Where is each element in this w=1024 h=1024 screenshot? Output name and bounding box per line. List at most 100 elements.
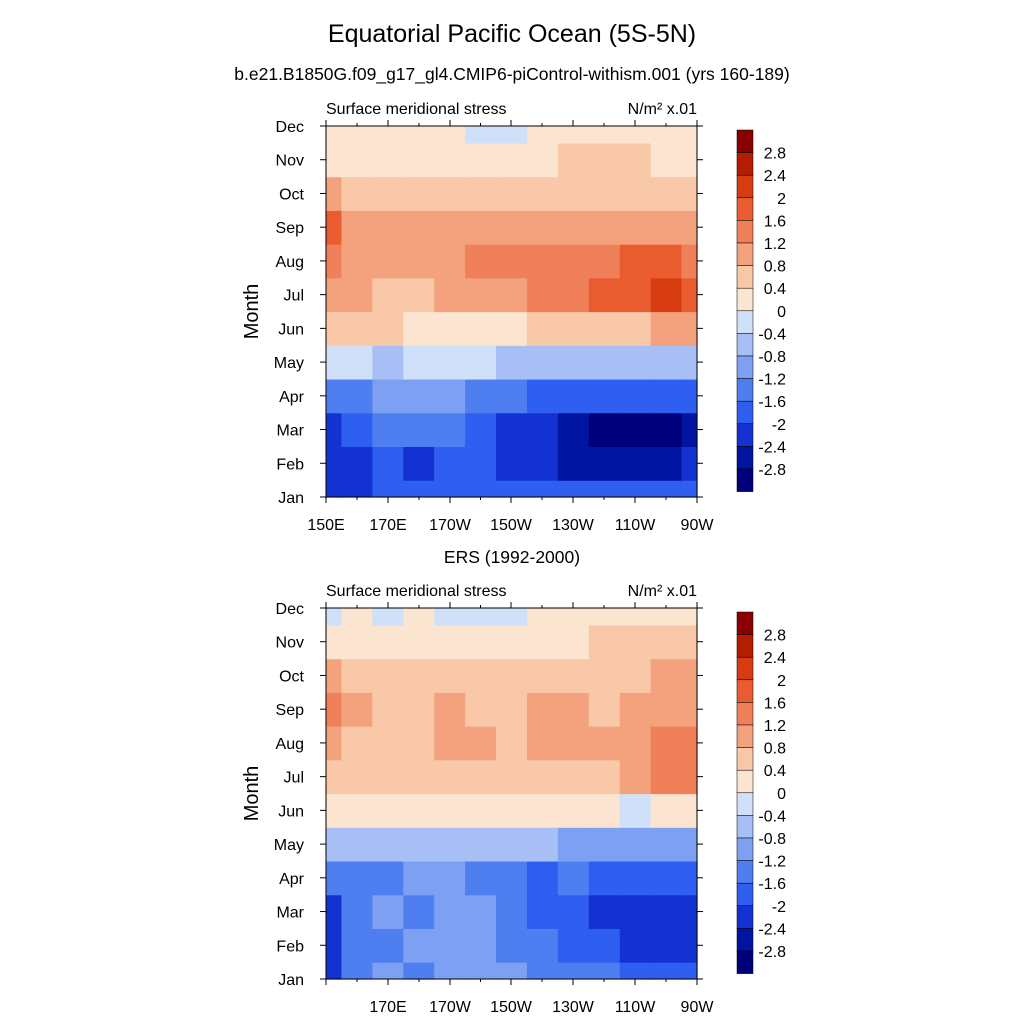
heatmap-cell xyxy=(496,311,528,346)
heatmap-cell xyxy=(326,142,343,178)
heatmap-cell xyxy=(465,658,497,693)
heatmap-cell xyxy=(619,759,652,795)
colorbar-label: -1.2 xyxy=(758,372,786,389)
heatmap-cell xyxy=(588,244,621,279)
colorbar-box xyxy=(736,702,754,726)
heatmap-cell xyxy=(434,412,466,448)
heatmap-cell xyxy=(619,142,652,178)
heatmap-cell xyxy=(341,446,373,481)
heatmap-cell xyxy=(588,962,621,980)
y-tick-label: Apr xyxy=(279,389,305,406)
colorbar-box xyxy=(736,815,754,839)
y-tick-label: Jan xyxy=(278,972,304,989)
colorbar-label: -2.8 xyxy=(758,944,786,961)
heatmap-cell xyxy=(465,928,497,963)
colorbar-box xyxy=(736,747,754,771)
heatmap-cell xyxy=(434,759,466,795)
heatmap-cell xyxy=(326,624,343,660)
heatmap-cell xyxy=(526,210,559,245)
heatmap-cell xyxy=(496,608,528,626)
heatmap-cell xyxy=(341,658,373,693)
heatmap-cell xyxy=(496,244,528,279)
heatmap-cell xyxy=(496,793,528,828)
heatmap-cell xyxy=(681,624,698,660)
heatmap-cell xyxy=(403,962,435,980)
colorbar: 2.8 2.4 2 1.6 1.2 0.8 0.4 0 -0.4 -0.8 -1.2 -1.6 -2 -2… xyxy=(736,129,786,492)
heatmap-cell xyxy=(326,126,343,144)
y-tick-label: Jan xyxy=(278,490,304,507)
colorbar-label: 2 xyxy=(777,673,786,690)
heatmap-cell xyxy=(465,446,497,481)
heatmap-cell xyxy=(557,692,590,727)
heatmap-cell xyxy=(434,692,466,727)
heatmap-cell xyxy=(465,378,497,414)
heatmap-cell xyxy=(557,210,590,245)
heatmap-cell xyxy=(403,928,435,963)
heatmap-cell xyxy=(372,759,404,795)
colorbar-box xyxy=(736,679,754,703)
heatmap-cell xyxy=(403,176,435,211)
y-axis: Jan Feb Mar Apr May Jun Jul Aug Sep Oct Nov Dec xyxy=(274,119,703,507)
heatmap-cell xyxy=(326,793,343,828)
heatmap-cell xyxy=(326,480,343,498)
heatmap-cell xyxy=(326,759,343,795)
heatmap-cell xyxy=(557,142,590,178)
heatmap-cell xyxy=(588,726,621,761)
colorbar-label: -2 xyxy=(772,417,786,434)
heatmap-cell xyxy=(496,692,528,727)
colorbar-label: -2.4 xyxy=(758,921,786,938)
heatmap-cell xyxy=(526,244,559,279)
x-tick-label: 110W xyxy=(615,999,657,1016)
colorbar-box xyxy=(736,611,754,635)
heatmap-cell xyxy=(496,658,528,693)
heatmap-cell xyxy=(557,412,590,448)
heatmap-cell xyxy=(557,446,590,481)
colorbar-label: -1.6 xyxy=(758,876,786,893)
heatmap-cell xyxy=(465,726,497,761)
model-subtitle: b.e21.B1850G.f09_g17_gl4.CMIP6-piControl… xyxy=(234,64,790,84)
y-tick-label: Sep xyxy=(276,702,305,719)
heatmap-cell xyxy=(588,126,621,144)
heatmap-cell xyxy=(588,446,621,481)
heatmap-cell xyxy=(465,210,497,245)
heatmap-cell xyxy=(465,894,497,930)
heatmap-cell xyxy=(619,412,652,448)
heatmap-cell xyxy=(465,412,497,448)
heatmap-cell xyxy=(372,345,404,380)
heatmap-cell xyxy=(403,412,435,448)
heatmap-cell xyxy=(619,608,652,626)
heatmap-cell xyxy=(372,860,404,896)
heatmap-cell xyxy=(372,827,404,862)
heatmap-cell xyxy=(465,624,497,660)
heatmap-cell xyxy=(465,962,497,980)
heatmap-cell xyxy=(650,860,683,896)
heatmap-cell xyxy=(650,244,683,279)
colorbar-box xyxy=(736,468,754,492)
colorbar-label: -1.2 xyxy=(758,854,786,871)
x-axis: 170E 170W 150W 130W 110W 90W xyxy=(325,602,714,1016)
heatmap-cell xyxy=(496,480,528,498)
heatmap-cell xyxy=(372,692,404,727)
y-tick-label: Jul xyxy=(284,288,304,305)
heatmap-cell xyxy=(526,894,559,930)
heatmap-cell xyxy=(681,759,698,795)
heatmap-cell xyxy=(496,726,528,761)
heatmap-cell xyxy=(434,277,466,313)
colorbar-box xyxy=(736,265,754,289)
heatmap-cell xyxy=(434,658,466,693)
heatmap-cell xyxy=(434,210,466,245)
colorbar-box xyxy=(736,446,754,470)
heatmap-cell xyxy=(557,176,590,211)
heatmap-cell xyxy=(434,608,466,626)
heatmap-cell xyxy=(557,962,590,980)
heatmap-cell xyxy=(588,378,621,414)
heatmap-cell xyxy=(681,928,698,963)
heatmap-cell xyxy=(681,658,698,693)
heatmap-cell xyxy=(496,962,528,980)
heatmap-cell xyxy=(650,827,683,862)
heatmap-cell xyxy=(434,480,466,498)
heatmap-cell xyxy=(619,928,652,963)
x-tick-label: 90W xyxy=(681,517,715,534)
heatmap-cell xyxy=(681,142,698,178)
